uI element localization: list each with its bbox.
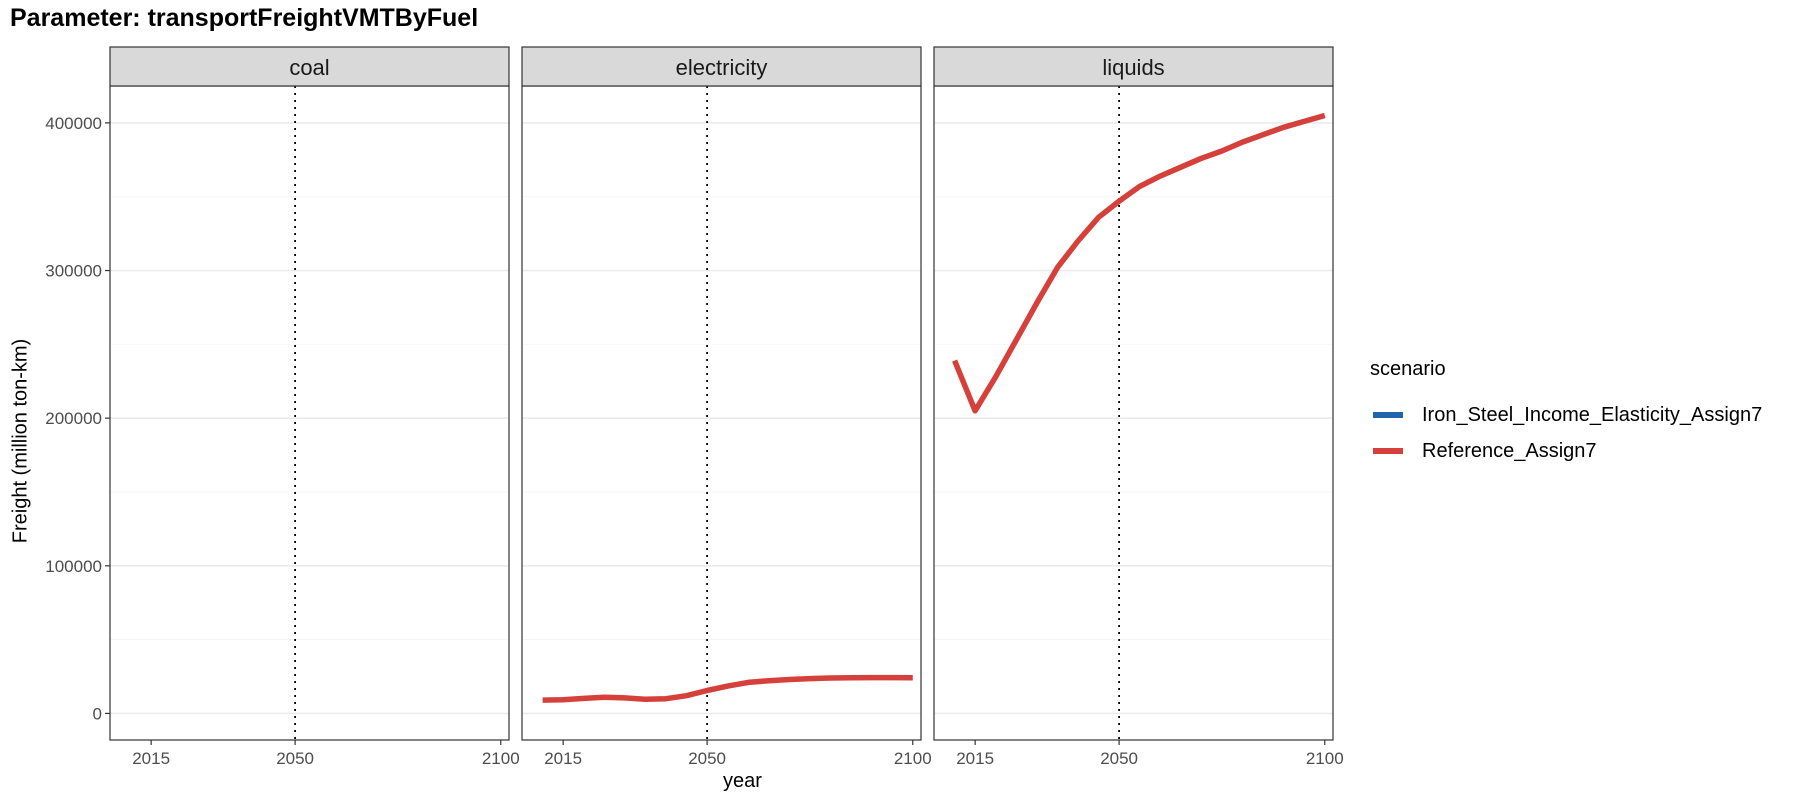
facet-strip-liquids (933, 46, 1334, 87)
legend-label-iron-steel: Iron_Steel_Income_Elasticity_Assign7 (1422, 403, 1763, 426)
series-line-liquids (952, 112, 1326, 414)
legend-key-reference (1373, 448, 1403, 454)
series-line-electricity (542, 674, 913, 703)
y-tick-label: 400000 (45, 114, 102, 133)
x-tick-label-liquids: 2015 (956, 749, 994, 768)
facet-strip-coal (109, 46, 510, 87)
x-tick-label-coal: 2015 (132, 749, 170, 768)
panel-background-electricity (522, 86, 921, 740)
facet-strip-label-coal: coal (289, 55, 329, 80)
y-tick-label: 0 (93, 704, 102, 723)
legend-label-reference: Reference_Assign7 (1422, 439, 1597, 462)
facet-strip-label-electricity: electricity (676, 55, 768, 80)
legend-title: scenario (1370, 358, 1446, 380)
y-tick-label: 100000 (45, 557, 102, 576)
legend-item-iron-steel: Iron_Steel_Income_Elasticity_Assign7 (1370, 397, 1762, 433)
legend: scenario Iron_Steel_Income_Elasticity_As… (1370, 358, 1762, 469)
panel-background-liquids (934, 86, 1333, 740)
x-tick-label-electricity: 2050 (688, 749, 726, 768)
legend-key-iron-steel (1373, 412, 1403, 418)
x-tick-label-electricity: 2100 (894, 749, 932, 768)
y-tick-label: 300000 (45, 262, 102, 281)
x-tick-label-electricity: 2015 (544, 749, 582, 768)
legend-item-reference: Reference_Assign7 (1370, 433, 1762, 469)
panel-background-coal (110, 86, 509, 740)
chart-title: Parameter: transportFreightVMTByFuel (10, 4, 479, 32)
x-tick-label-liquids: 2050 (1100, 749, 1138, 768)
x-tick-label-coal: 2100 (482, 749, 520, 768)
facet-strip-electricity (521, 46, 922, 87)
y-tick-label: 200000 (45, 409, 102, 428)
facet-strip-label-liquids: liquids (1102, 55, 1164, 80)
x-tick-label-liquids: 2100 (1306, 749, 1344, 768)
x-tick-label-coal: 2050 (276, 749, 314, 768)
x-axis-label: year (723, 770, 762, 792)
y-axis-label: Freight (million ton-km) (9, 338, 32, 544)
